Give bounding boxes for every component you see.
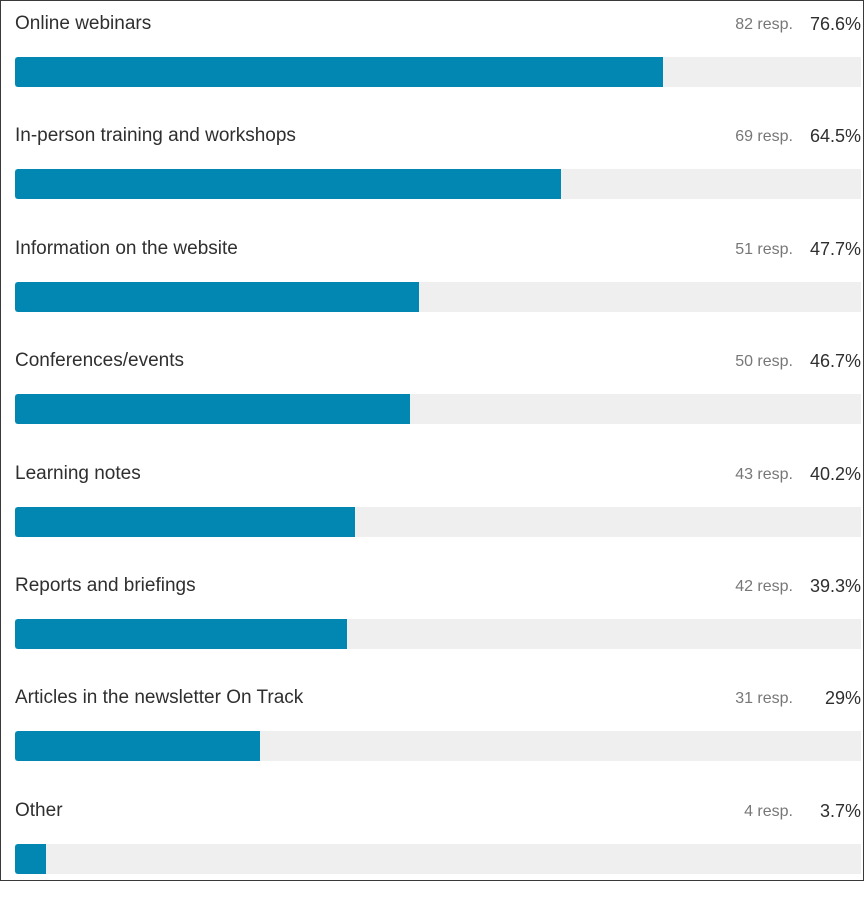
percent-label: 64.5% <box>809 126 861 147</box>
percent-label: 76.6% <box>809 14 861 34</box>
response-count-label: 4 resp. <box>744 802 793 820</box>
bar-row: Reports and briefings 42 resp. 39.3% <box>15 567 861 679</box>
category-label: Information on the website <box>15 237 238 259</box>
bar-track <box>15 619 861 649</box>
percent-label: 3.7% <box>819 800 861 821</box>
category-label: Online webinars <box>15 13 152 34</box>
response-count-label: 42 resp. <box>735 578 793 595</box>
category-label: In-person training and workshops <box>15 125 296 147</box>
percent-label: 46.7% <box>809 351 861 372</box>
bar-row: In-person training and workshops 69 resp.… <box>15 117 861 229</box>
bar-row: Conferences/events 50 resp. 46.7% <box>15 342 861 454</box>
bar <box>15 619 348 649</box>
bar-track <box>15 57 861 87</box>
bar-row: Learning notes 43 resp. 40.2% <box>15 455 861 567</box>
bar <box>15 394 411 425</box>
bar <box>15 506 356 537</box>
response-count-label: 31 resp. <box>735 690 793 708</box>
percent-label: 29% <box>824 688 861 709</box>
bar-row: Articles in the newsletter On Track 31 re… <box>15 679 861 791</box>
bar-track <box>15 281 861 312</box>
bar-track <box>15 731 861 762</box>
response-count-label: 50 resp. <box>735 353 793 371</box>
bar-track <box>15 394 861 425</box>
category-label: Learning notes <box>15 462 141 484</box>
bar <box>15 843 47 874</box>
bar <box>15 169 561 200</box>
percent-label: 40.2% <box>809 463 861 484</box>
response-count-label: 43 resp. <box>735 465 793 483</box>
response-count-label: 69 resp. <box>735 128 793 146</box>
survey-results-chart: Online webinars 82 resp. 76.6% In-person tr… <box>0 0 864 881</box>
response-count-label: 82 resp. <box>735 16 793 33</box>
bar-track <box>15 506 861 537</box>
bar-row: Other 4 resp. 3.7% <box>15 792 861 904</box>
category-label: Other <box>15 799 63 821</box>
bar <box>15 57 664 87</box>
category-label: Articles in the newsletter On Track <box>15 687 304 709</box>
bar <box>15 281 419 312</box>
category-label: Conferences/events <box>15 350 184 372</box>
bar-row: Information on the website 51 resp. 47.7% <box>15 230 861 342</box>
bar-row: Online webinars 82 resp. 76.6% <box>15 5 861 117</box>
bar-track <box>15 843 861 874</box>
bar-track <box>15 169 861 200</box>
response-count-label: 51 resp. <box>735 240 793 258</box>
bar <box>15 731 261 762</box>
category-label: Reports and briefings <box>15 575 196 596</box>
percent-label: 47.7% <box>809 238 861 259</box>
percent-label: 39.3% <box>809 576 861 596</box>
